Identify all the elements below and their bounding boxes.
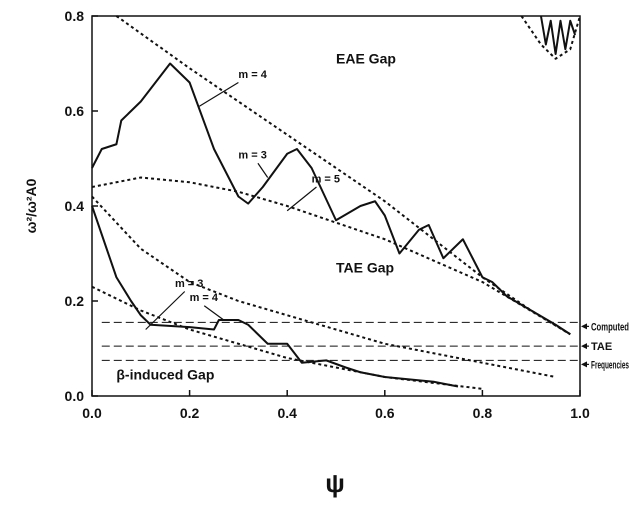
x-tick-label: 0.0 [82,405,102,421]
right-label: Computed [591,321,629,333]
leader-line [286,186,317,212]
x-tick-label: 1.0 [570,405,590,421]
annotation: EAE Gap [336,51,396,67]
dotted-curve [91,195,556,378]
arrow-head [581,343,587,350]
y-tick-label: 0.0 [65,388,85,404]
annotation: β-induced Gap [116,366,214,382]
leader-line [203,305,225,321]
leader-line [257,162,269,178]
annotation: m = 4 [238,69,267,81]
annotation: m = 5 [312,173,340,185]
y-tick-label: 0.6 [65,103,85,119]
arrow-head [581,323,587,330]
y-tick-label: 0.8 [65,8,85,24]
dotted-curve [520,15,581,60]
dotted-curve [91,176,571,336]
y-tick-label: 0.2 [65,293,85,309]
leader-line [199,81,239,107]
solid-curve [91,62,571,336]
right-label: TAE [591,341,612,353]
annotation: m = 4 [190,292,219,304]
y-tick-label: 0.4 [65,198,85,214]
leader-line [145,291,186,330]
solid-curve [91,205,459,388]
annotation: TAE Gap [336,260,394,276]
x-tick-label: 0.2 [180,405,200,421]
x-tick-label: 0.4 [277,405,297,421]
solid-curve [539,15,577,55]
x-tick-label: 0.6 [375,405,395,421]
annotation: m = 3 [175,278,203,290]
arrow-head [581,361,587,368]
plot-frame [91,15,581,397]
dotted-curve [115,15,571,336]
y-axis-label: ω²/ω²A0 [23,178,39,233]
right-label: Frequencies [591,359,629,371]
annotation: m = 3 [238,150,266,162]
x-axis-label: ψ [325,468,345,498]
x-tick-label: 0.8 [473,405,493,421]
